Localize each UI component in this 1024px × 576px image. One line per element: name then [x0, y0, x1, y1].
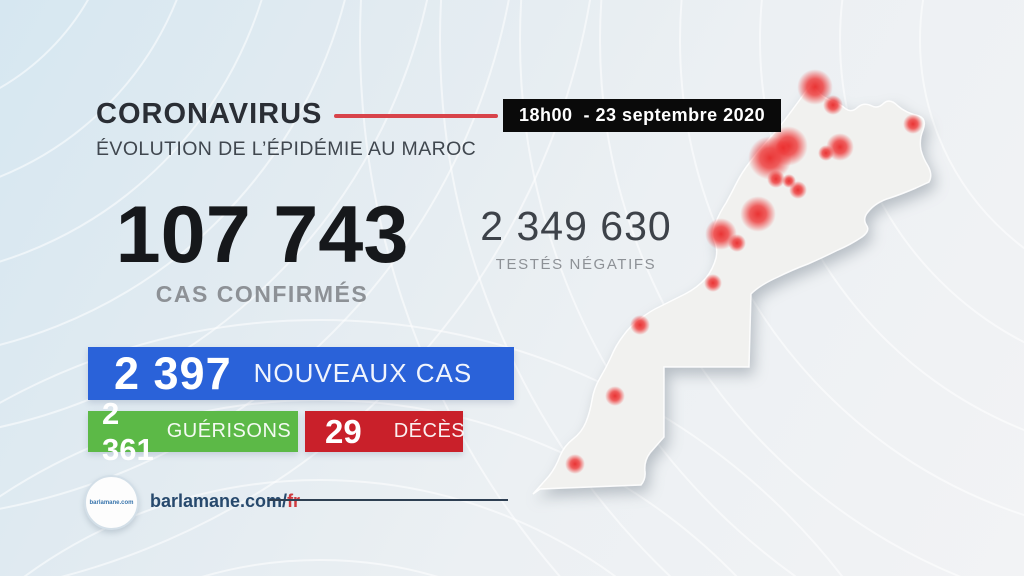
tested-negative-block: 2 349 630 TESTÉS NÉGATIFS: [452, 203, 700, 274]
brand-url-suffix: fr: [287, 491, 301, 511]
recoveries-label: GUÉRISONS: [166, 420, 292, 442]
page-subtitle: ÉVOLUTION DE L’ÉPIDÉMIE AU MAROC: [96, 138, 477, 160]
confirmed-cases-label: CAS CONFIRMÉS: [155, 281, 369, 308]
deaths-value: 29: [325, 412, 362, 450]
confirmed-cases-block: 107 743 CAS CONFIRMÉS: [88, 190, 436, 308]
tested-negative-value: 2 349 630: [480, 203, 672, 249]
page-title: CORONAVIRUS: [96, 98, 323, 130]
new-cases-value: 2 397: [114, 347, 232, 399]
new-cases-label: NOUVEAUX CAS: [253, 358, 473, 388]
brand-url-main: barlamane.com/: [150, 491, 288, 511]
recoveries-value: 2 361: [102, 395, 154, 467]
datetime-badge-label: 18h00 - 23 septembre 2020: [519, 105, 766, 125]
brand-logo-text: barlamane.com: [89, 499, 134, 506]
deaths-banner: 29 DÉCÈS: [305, 411, 466, 452]
deaths-label: DÉCÈS: [393, 420, 466, 442]
tested-negative-label: TESTÉS NÉGATIFS: [495, 256, 657, 274]
footer-rule-line: [268, 499, 508, 501]
brand-logo: barlamane.com: [84, 475, 139, 530]
recoveries-banner: 2 361 GUÉRISONS: [88, 396, 298, 467]
datetime-badge: 18h00 - 23 septembre 2020: [503, 99, 782, 132]
confirmed-cases-value: 107 743: [115, 190, 409, 280]
new-cases-banner: 2 397 NOUVEAUX CAS: [88, 347, 514, 400]
brand-url: barlamane.com/fr: [150, 491, 300, 512]
morocco-shape: [532, 82, 932, 495]
title-accent-line: [334, 114, 498, 118]
